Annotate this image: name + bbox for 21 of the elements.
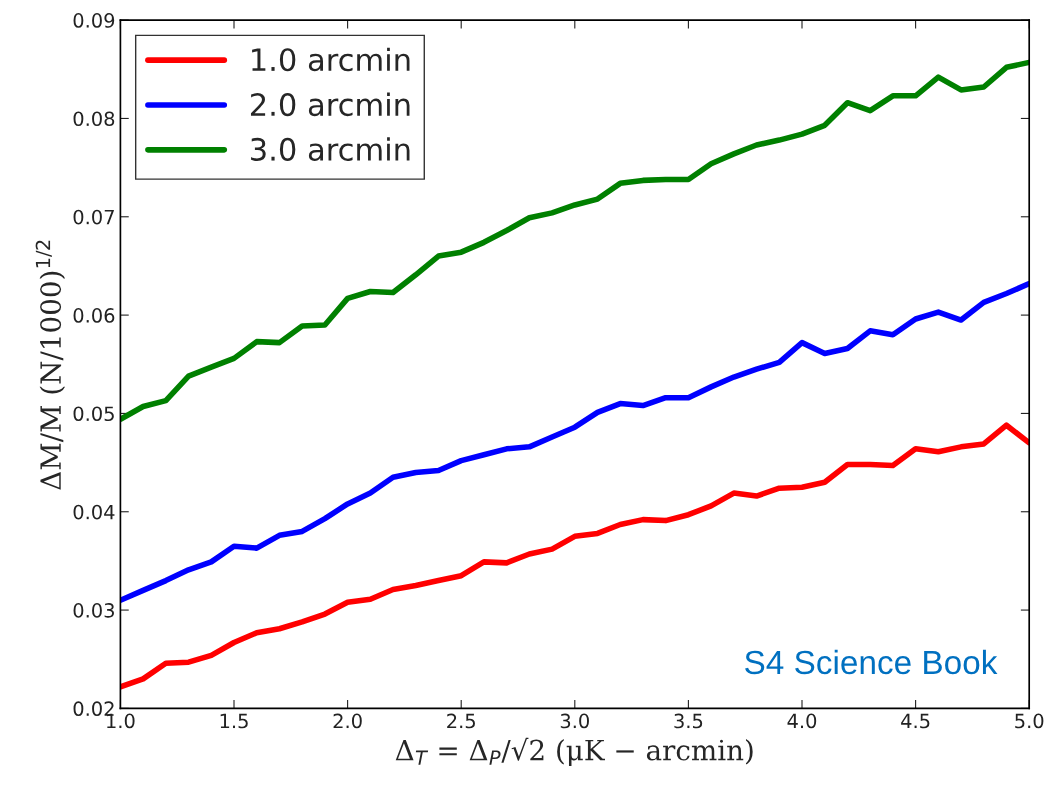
x-tick-label: 2.5 bbox=[447, 713, 475, 729]
y-axis-title: ΔM/M (N/1000)$^{1/2}$ bbox=[35, 240, 66, 490]
legend-label: 2.0 arcmin bbox=[250, 92, 410, 117]
x-tick-label: 5.0 bbox=[1015, 713, 1044, 729]
x-axis-title: Δ$_{T}$ = Δ$_{P}$/√2 (μK − arcmin) bbox=[395, 737, 753, 766]
y-tick-label: 0.05 bbox=[73, 406, 114, 422]
y-tick-label: 0.07 bbox=[73, 209, 114, 225]
legend-label: 1.0 arcmin bbox=[252, 47, 410, 72]
y-tick-label: 0.06 bbox=[73, 308, 115, 323]
x-tick-label: 1.5 bbox=[220, 713, 248, 729]
annotation: S4 Science Book bbox=[745, 649, 998, 675]
x-tick-label: 3.0 bbox=[560, 713, 589, 729]
x-tick-label: 2.0 bbox=[333, 713, 362, 729]
y-tick-label: 0.03 bbox=[73, 603, 114, 618]
x-tick-label: 4.0 bbox=[787, 713, 817, 729]
x-tick-label: 3.5 bbox=[674, 713, 703, 729]
legend-label: 3.0 arcmin bbox=[251, 137, 410, 161]
y-tick-label: 0.04 bbox=[73, 504, 115, 520]
x-tick-label: 4.5 bbox=[901, 713, 930, 729]
y-tick-label: 0.08 bbox=[73, 111, 115, 127]
y-tick-label: 0.09 bbox=[73, 13, 115, 28]
